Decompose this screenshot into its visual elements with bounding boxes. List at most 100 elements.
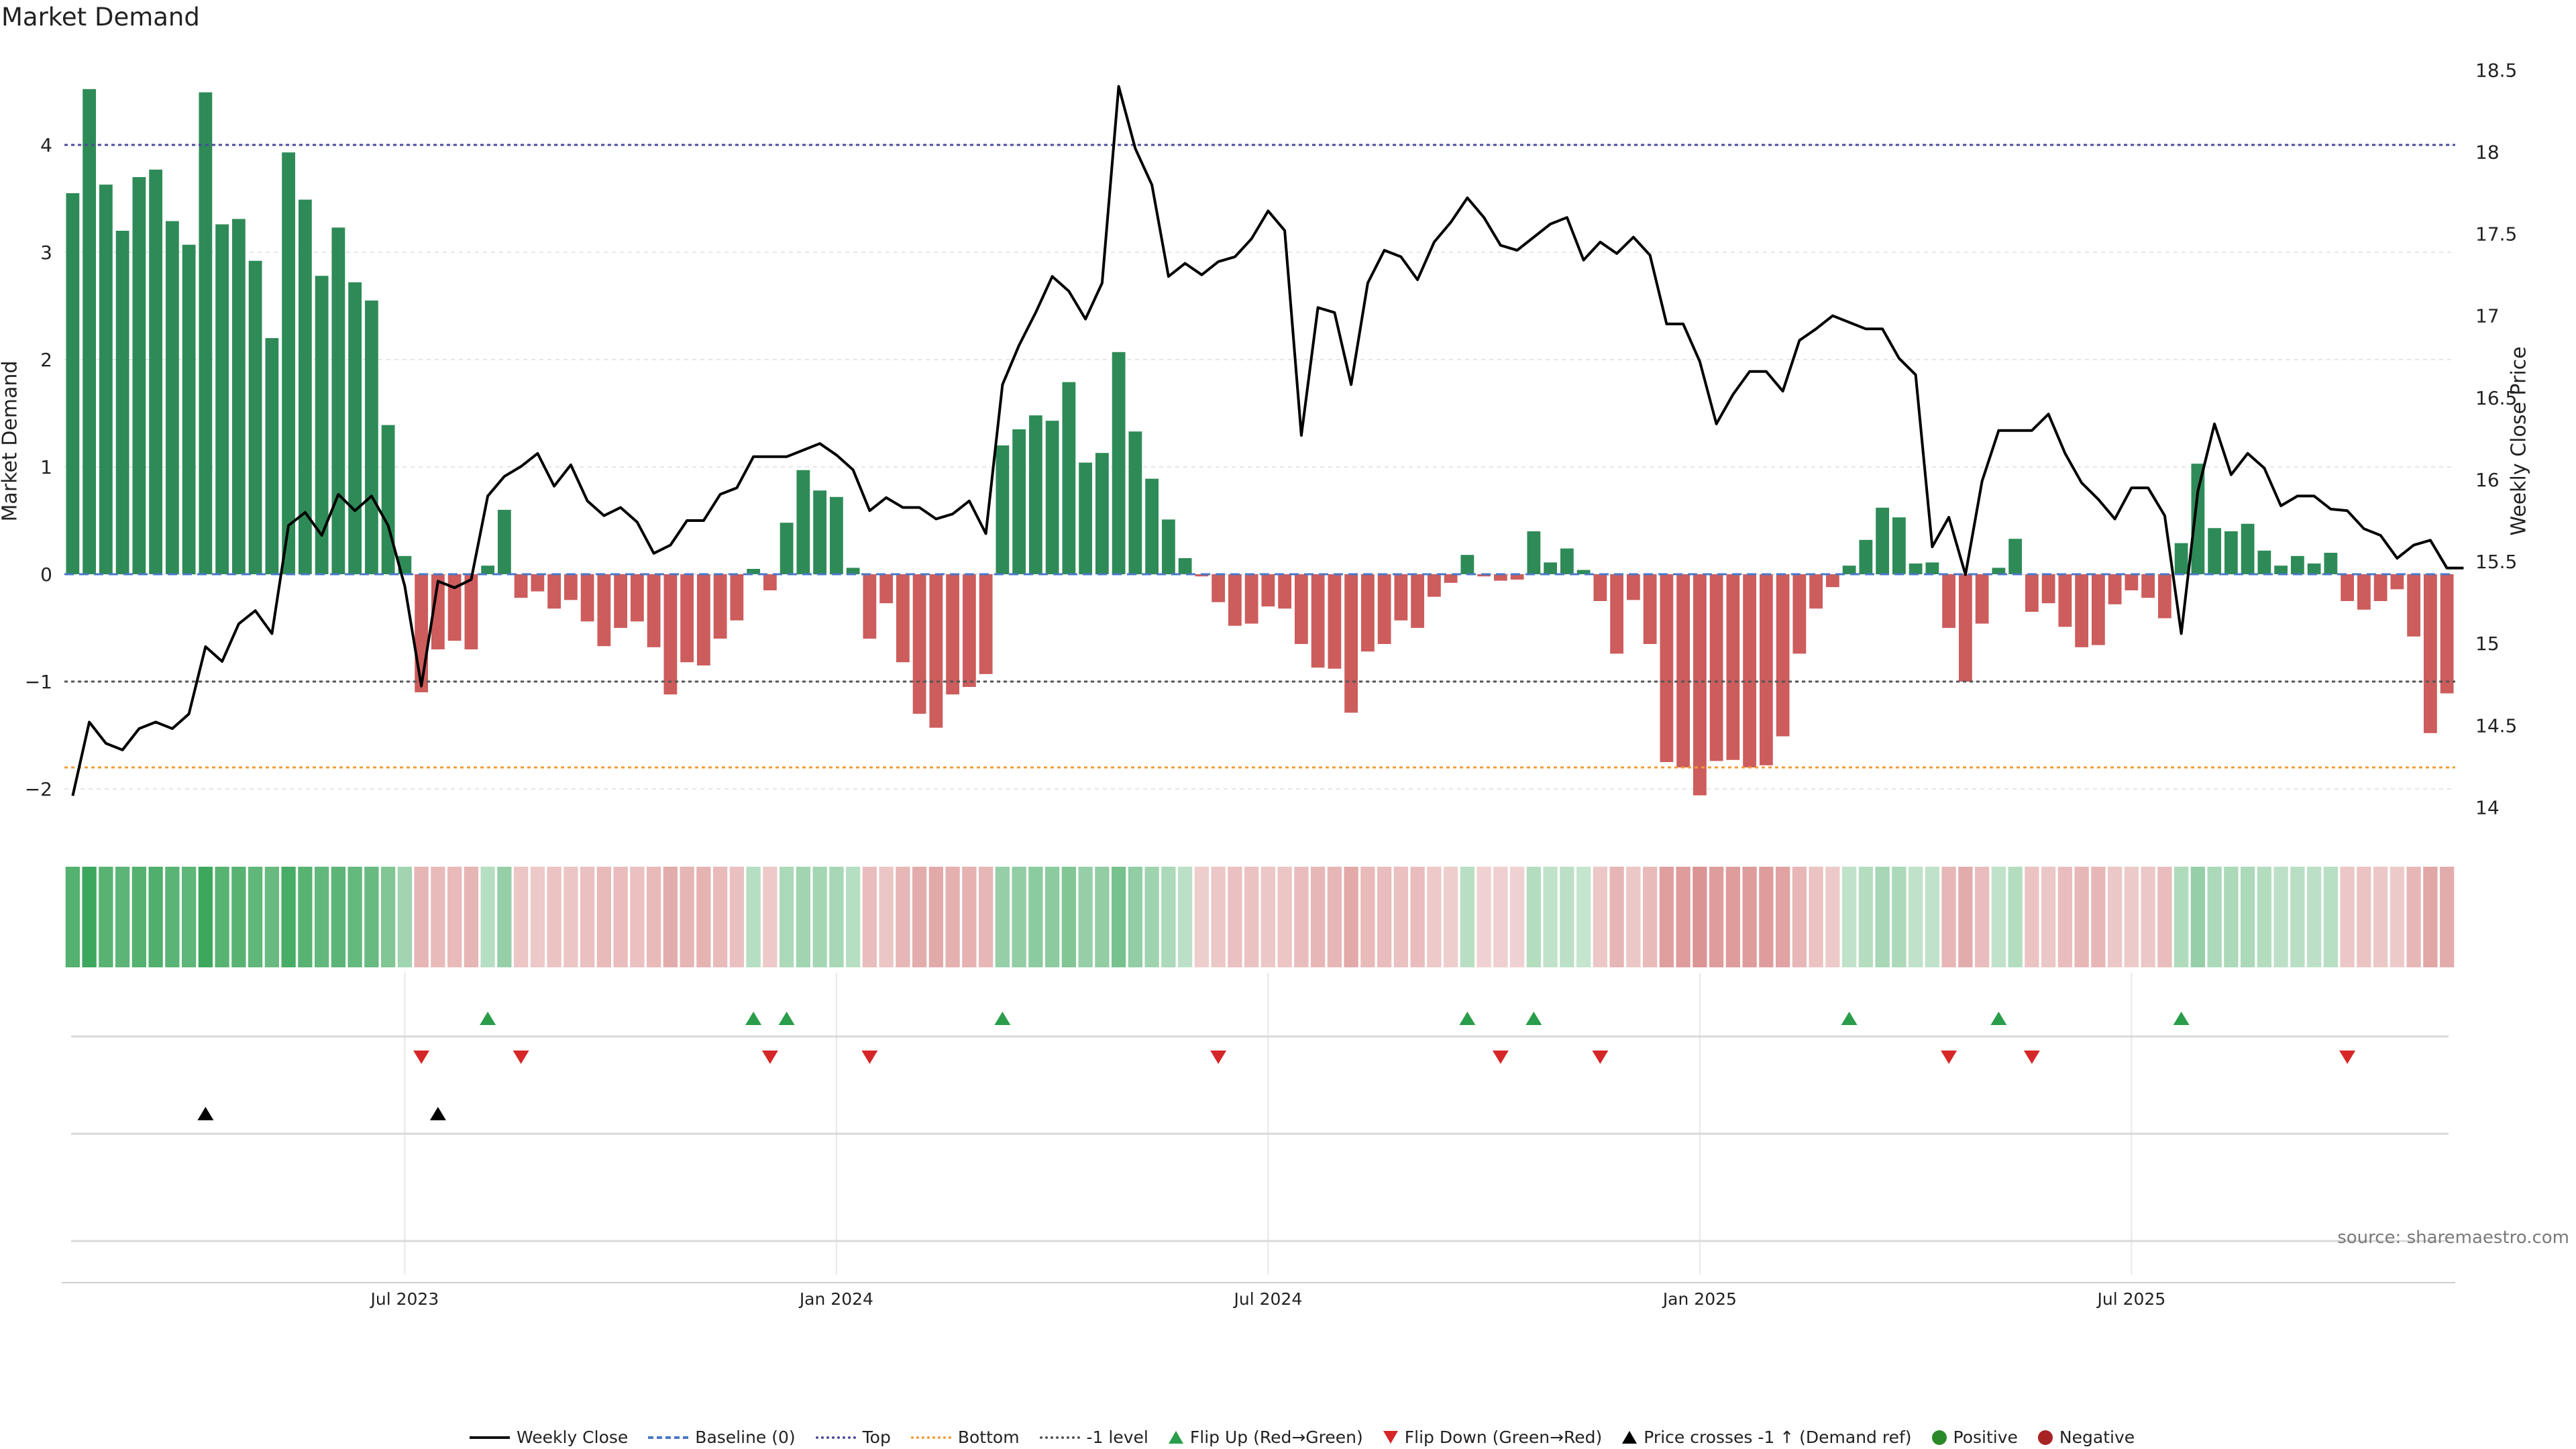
demand-strip-cell: [1841, 867, 1857, 967]
demand-strip-cell: [1526, 867, 1542, 967]
demand-strip-cell: [1858, 867, 1874, 967]
demand-strip-cell: [1177, 867, 1193, 967]
demand-strip-cell: [397, 867, 413, 967]
demand-bar: [829, 496, 843, 574]
x-tick-label: Jan 2024: [798, 1289, 873, 1309]
demand-strip-cell: [447, 867, 462, 967]
demand-bar: [2224, 531, 2238, 574]
demand-bar: [1360, 574, 1375, 652]
demand-bar: [2008, 539, 2023, 574]
demand-bar: [248, 260, 262, 574]
demand-strip-cell: [1277, 867, 1292, 967]
legend-label: -1 level: [1086, 1428, 1148, 1447]
price-cross-marker: [429, 1107, 446, 1120]
demand-strip-cell: [1294, 867, 1309, 967]
demand-bar: [564, 574, 578, 600]
legend-item: Flip Down (Green→Red): [1383, 1428, 1602, 1447]
demand-strip-cell: [1260, 867, 1276, 967]
demand-bar: [298, 199, 312, 575]
demand-bar: [547, 574, 561, 609]
demand-bar: [531, 574, 545, 592]
demand-strip-cell: [1028, 867, 1043, 967]
demand-strip-cell: [696, 867, 711, 967]
demand-strip-cell: [2373, 867, 2388, 967]
demand-strip-cell: [215, 867, 229, 967]
demand-bar: [132, 177, 146, 574]
demand-strip-cell: [1078, 867, 1093, 967]
flip-down-marker: [761, 1051, 778, 1064]
demand-strip-cell: [630, 867, 645, 967]
demand-strip-cell: [729, 867, 745, 967]
demand-strip-cell: [2207, 867, 2222, 967]
x-tick-label: Jul 2024: [1233, 1289, 1303, 1309]
demand-bar: [1244, 574, 1258, 624]
flip-up-marker: [2173, 1012, 2190, 1025]
demand-bar: [1195, 574, 1209, 577]
demand-strip-cell: [1194, 867, 1210, 967]
demand-strip-cell: [995, 867, 1010, 967]
demand-strip-cell: [962, 867, 977, 967]
demand-strip-cell: [99, 867, 113, 967]
demand-strip-cell: [646, 867, 661, 967]
demand-strip-cell: [331, 867, 346, 967]
demand-bar: [1593, 574, 1607, 601]
demand-bar: [1643, 574, 1657, 644]
demand-strip-cell: [2008, 867, 2023, 967]
demand-bar: [1427, 574, 1441, 597]
y-tick-label-left: 1: [40, 456, 52, 478]
demand-strip-cell: [1360, 867, 1375, 967]
demand-strip-cell: [1344, 867, 1358, 967]
demand-bar: [946, 574, 960, 695]
demand-strip-cell: [1809, 867, 1823, 967]
demand-strip-cell: [1742, 867, 1757, 967]
demand-bar: [1028, 415, 1042, 574]
legend-line-swatch: [470, 1436, 510, 1439]
demand-strip-cell: [1327, 867, 1342, 967]
demand-bar: [182, 244, 196, 574]
legend-item: -1 level: [1039, 1428, 1148, 1447]
legend-item: Baseline (0): [648, 1428, 796, 1447]
flip-down-marker: [2339, 1051, 2356, 1064]
demand-bar: [149, 169, 163, 575]
demand-bar: [1328, 574, 1342, 669]
demand-strip-cell: [945, 867, 960, 967]
demand-strip-cell: [613, 867, 628, 967]
demand-strip-cell: [1244, 867, 1259, 967]
demand-bar: [680, 574, 694, 663]
demand-bar: [1759, 574, 1773, 765]
demand-bar: [1892, 517, 1906, 574]
demand-strip-cell: [131, 867, 147, 967]
x-tick-label: Jul 2023: [370, 1289, 439, 1309]
demand-strip-cell: [1044, 867, 1060, 967]
demand-bar: [1477, 574, 1491, 577]
flip-down-marker: [1492, 1051, 1509, 1064]
demand-strip-cell: [862, 867, 877, 967]
demand-strip-cell: [1543, 867, 1558, 967]
demand-strip-cell: [2357, 867, 2371, 967]
demand-bar: [2191, 464, 2205, 574]
demand-strip-cell: [1509, 867, 1525, 967]
demand-bar: [1460, 555, 1474, 574]
demand-bar: [2141, 574, 2155, 598]
weekly-close-line: [71, 85, 2464, 796]
y-tick-label-left: 0: [40, 564, 52, 586]
demand-bar: [215, 224, 229, 574]
y-tick-label-right: 16: [2475, 469, 2500, 491]
demand-bar: [1560, 548, 1574, 574]
y-tick-label-left: 3: [40, 241, 52, 264]
demand-bar: [1510, 574, 1524, 580]
y-tick-label-right: 16.5: [2475, 387, 2517, 409]
y-tick-label-right: 18: [2475, 142, 2500, 164]
demand-bar: [1859, 539, 1873, 574]
demand-bar: [2290, 555, 2304, 574]
legend-item: Bottom: [910, 1428, 1020, 1447]
demand-bar: [896, 574, 910, 663]
triangle-up-icon: [1622, 1431, 1638, 1444]
circle-icon: [1931, 1430, 1947, 1445]
demand-bar: [2041, 574, 2055, 604]
legend-label: Weekly Close: [517, 1428, 629, 1447]
demand-strip-cell: [65, 867, 80, 967]
demand-bar: [348, 282, 362, 574]
demand-strip-cell: [829, 867, 844, 967]
